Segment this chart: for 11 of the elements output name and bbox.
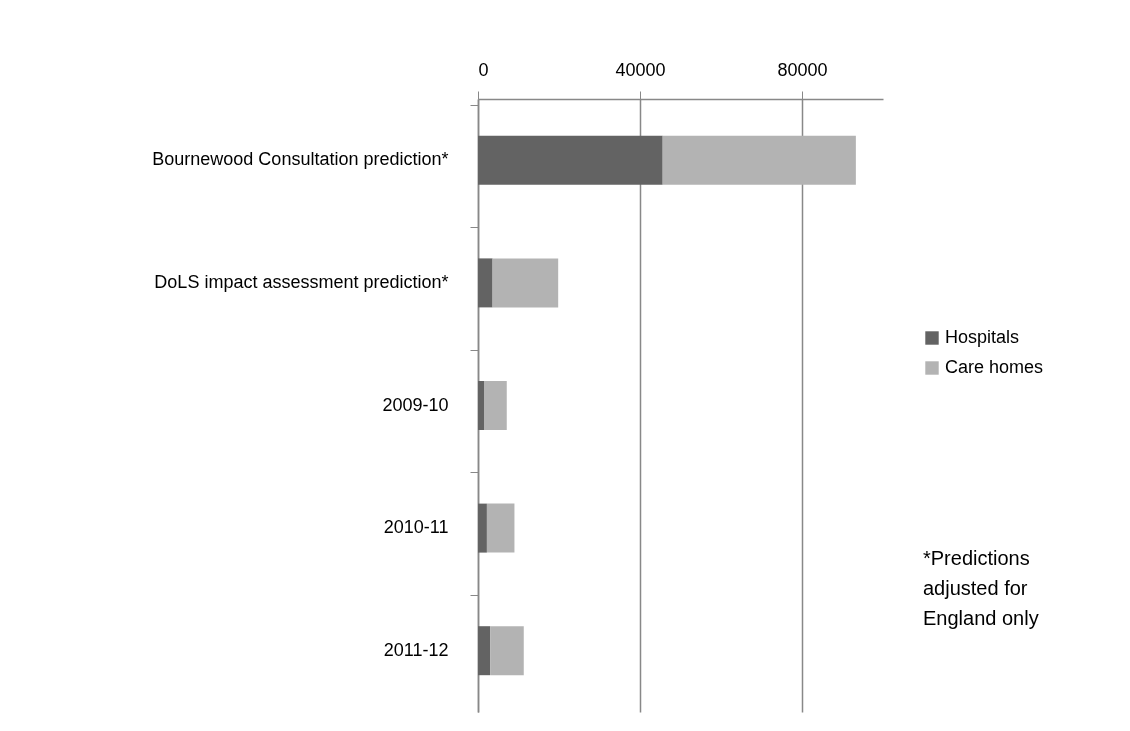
y-tick-label: 2009-10 (382, 394, 449, 415)
y-tick-label: 2011-12 (383, 639, 449, 660)
legend-label: Hospitals (945, 327, 1020, 347)
y-tick-label: DoLS impact assessment prediction* (154, 271, 449, 292)
y-tick-label: Bournewood Consultation prediction* (152, 149, 449, 170)
y-tick-label: 2010-11 (383, 517, 449, 538)
legend-label: Care homes (945, 357, 1044, 377)
x-tick-label: 80000 (777, 59, 828, 80)
x-tick-label: 0 (478, 59, 489, 80)
x-tick-label: 40000 (615, 59, 666, 80)
text: *Predictions adjusted for England only (923, 547, 1039, 629)
